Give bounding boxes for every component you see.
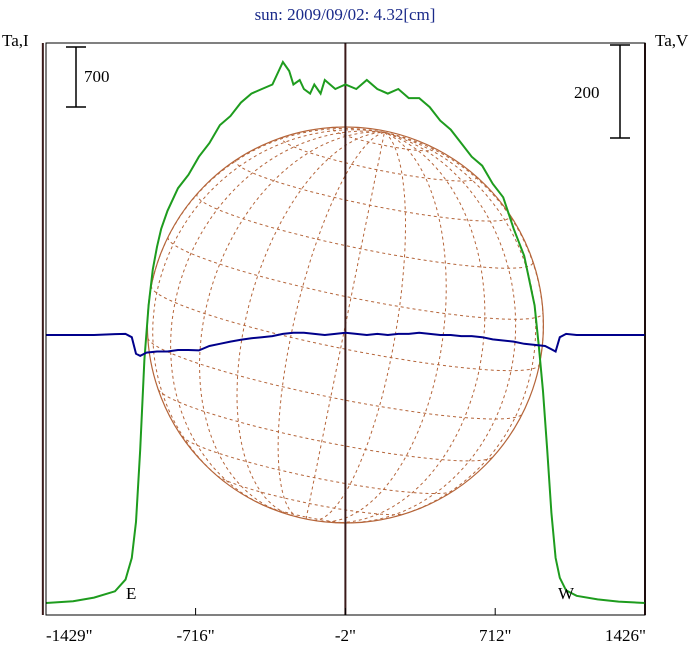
- latitude-line: [262, 504, 352, 524]
- longitude-line: [350, 131, 517, 524]
- latitude-line: [157, 389, 493, 462]
- longitude-line: [313, 131, 406, 521]
- longitude-line: [277, 131, 385, 518]
- x-tick-label: -2": [335, 626, 356, 645]
- left-scale-bar: 700: [66, 46, 110, 108]
- longitude-line: [150, 127, 385, 286]
- series-lines: [45, 60, 646, 604]
- chart-title: sun: 2009/09/02: 4.32[cm]: [255, 5, 436, 24]
- solar-disk-grid: [146, 126, 544, 524]
- left-scale-bar-label: 700: [84, 67, 110, 86]
- west-marker: W: [558, 584, 575, 603]
- right-scale-bar-label: 200: [574, 83, 600, 102]
- right-scale-bar: 200: [574, 44, 630, 139]
- longitude-line: [384, 131, 537, 518]
- longitude-line: [170, 130, 385, 506]
- longitude-line: [236, 131, 385, 516]
- latitude-line: [216, 475, 405, 516]
- x-tick-label: -1429": [46, 626, 93, 645]
- latitude-line: [147, 337, 523, 420]
- longitude-line: [152, 129, 385, 483]
- right-axis-label: Ta,V: [655, 31, 689, 50]
- series-line-V: [46, 331, 645, 358]
- x-tick-label: 1426": [605, 626, 646, 645]
- limb-lines: [41, 43, 646, 615]
- east-marker: E: [126, 584, 136, 603]
- latitude-line: [150, 285, 540, 372]
- latitude-line: [235, 159, 511, 222]
- series-line-I: [45, 60, 646, 604]
- latitude-line: [196, 193, 534, 269]
- latitude-line: [167, 237, 544, 320]
- longitude-line: [384, 131, 544, 365]
- longitude-line: [334, 131, 486, 524]
- x-tick-label: 712": [479, 626, 511, 645]
- longitude-line: [321, 131, 447, 523]
- x-tick-label: -716": [177, 626, 215, 645]
- left-axis-label: Ta,I: [2, 31, 29, 50]
- x-axis-ticks: -1429" -716" -2" 712" 1426": [45, 608, 646, 645]
- longitude-line: [198, 131, 385, 512]
